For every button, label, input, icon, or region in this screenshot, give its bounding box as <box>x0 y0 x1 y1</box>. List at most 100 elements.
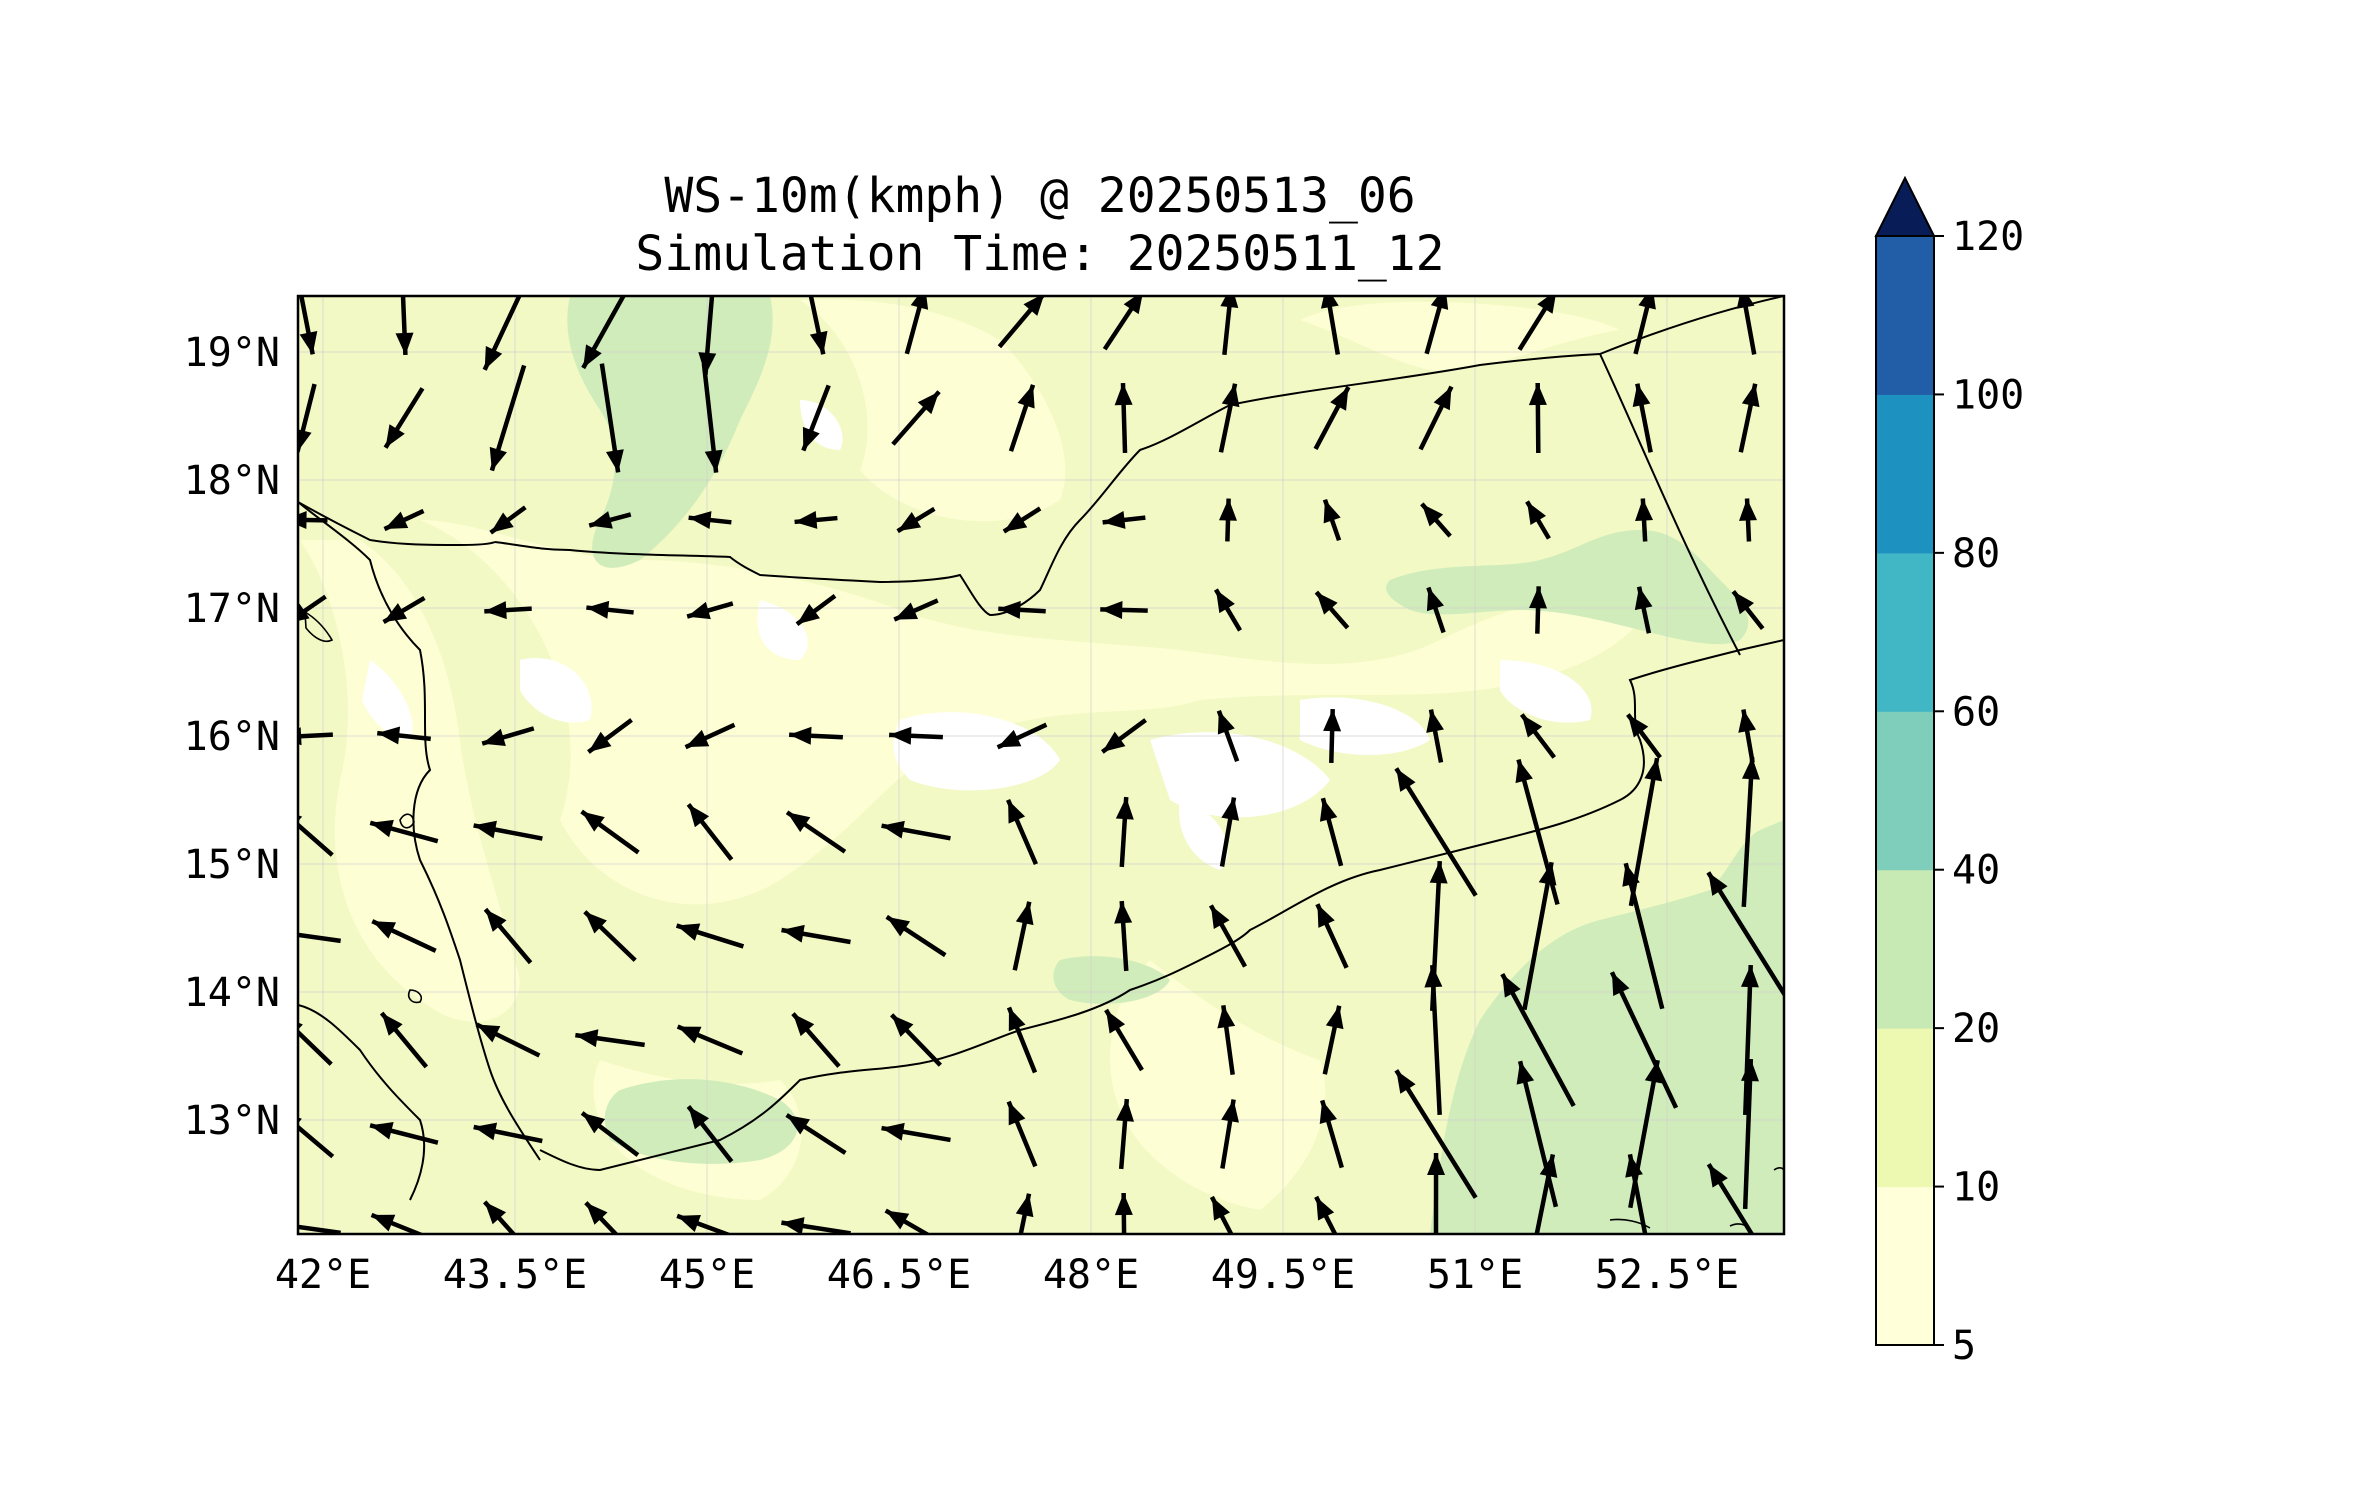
wind-arrow-head <box>1316 592 1338 615</box>
wind-arrow-head <box>1008 799 1026 824</box>
wind-arrow-head <box>1102 511 1126 529</box>
wind-arrow-head <box>885 1210 910 1230</box>
wind-arrow-head <box>582 1112 606 1134</box>
lon-tick-label: 51°E <box>1427 1252 1523 1298</box>
wind-arrow-head <box>1733 591 1754 615</box>
wind-arrow-head <box>581 811 605 832</box>
map-gridlines <box>298 296 1784 1234</box>
wind-arrow-head <box>886 916 911 937</box>
wind-arrow-head <box>271 1217 294 1235</box>
wind-arrow-shaft <box>1706 871 1784 998</box>
red-sea-coast-west <box>298 501 541 1161</box>
wind-arrow-head <box>1427 1153 1446 1176</box>
wind-arrow-head <box>676 923 701 941</box>
wind-arrow-head <box>881 820 905 839</box>
lon-tick-label: 48°E <box>1043 1252 1139 1298</box>
wind-arrow-head <box>1611 972 1630 996</box>
wind-arrow-head <box>1430 296 1449 310</box>
wind-arrow-head <box>677 1215 701 1232</box>
wind-arrow-head <box>271 925 294 943</box>
wind-arrow-head <box>1515 759 1533 784</box>
wind-arrow-head <box>787 812 811 833</box>
wind-arrow-head <box>1627 714 1649 738</box>
wind-arrow-head <box>881 1122 905 1141</box>
lat-tick-label: 13°N <box>184 1098 280 1144</box>
wind-arrow-head <box>476 1024 501 1043</box>
wind-arrow-head <box>1741 1059 1759 1082</box>
colorbar-segment <box>1876 1028 1934 1188</box>
wind-arrow-head <box>1396 1070 1416 1094</box>
wind-arrow-head <box>605 449 624 473</box>
wind-arrow-shaft <box>298 594 327 619</box>
wind-arrow-head <box>1426 587 1444 612</box>
colorbar-outline <box>1875 235 1935 1346</box>
wind-arrow-head <box>781 1217 805 1234</box>
wind-arrow-head <box>489 446 507 471</box>
wind-arrow-head <box>688 511 712 530</box>
wind-arrow-head <box>1537 296 1556 314</box>
wind-arrow-head <box>1317 904 1335 928</box>
wind-arrow-shaft <box>1743 964 1753 1116</box>
lon-tick-label: 43.5°E <box>443 1252 588 1298</box>
wind-arrow-head <box>1325 1005 1344 1030</box>
wind-arrow-head <box>1421 503 1444 527</box>
colorbar-tick-label: 80 <box>1952 531 2000 577</box>
wind-arrow-head <box>1539 1154 1558 1178</box>
wind-arrow-shaft <box>1394 767 1478 897</box>
wind-arrow-head <box>698 352 717 375</box>
wind-arrow-head <box>1708 1164 1728 1188</box>
map-subtitle: Simulation Time: 20250511_12 <box>635 226 1444 282</box>
wind-arrow-shaft <box>1522 861 1554 1011</box>
wind-arrow-head <box>395 332 414 355</box>
wind-arrow-head <box>891 1014 914 1037</box>
wind-arrow-head <box>1635 498 1654 521</box>
lon-tick-label: 52.5°E <box>1595 1252 1740 1298</box>
lon-tick-label: 42°E <box>275 1252 371 1298</box>
wind-arrow-head <box>381 1013 403 1036</box>
wind-arrow-head <box>1424 965 1443 988</box>
wind-arrow-head <box>1218 498 1237 521</box>
wind-arrow-head <box>484 346 503 370</box>
wind-arrow-head <box>1221 383 1240 408</box>
colorbar-extend-arrow <box>1874 175 1936 237</box>
wind-arrow-head <box>687 601 711 620</box>
colorbar-tick-label: 60 <box>1952 689 2000 735</box>
wind-arrow-head <box>385 424 405 448</box>
wind-arrow-head <box>1738 709 1757 733</box>
wind-arrow-head <box>792 1013 815 1037</box>
wind-arrow-head <box>485 909 507 932</box>
colorbar-tick-label: 20 <box>1952 1006 2000 1052</box>
map-frame <box>296 294 1786 1236</box>
colorbar-segment <box>1876 711 1934 871</box>
wind-arrow-head <box>789 726 812 745</box>
wind-arrow-head <box>1516 1061 1535 1085</box>
colorbar-tick-label: 40 <box>1952 848 2000 894</box>
wind-arrow-head <box>1217 710 1235 735</box>
wind-arrow-head <box>575 1029 599 1048</box>
wind-arrow-head <box>1740 965 1759 988</box>
wind-arrow-head <box>1502 974 1521 998</box>
wind-arrow-head <box>997 729 1022 748</box>
wind-arrow-head <box>1008 1101 1026 1126</box>
wind-arrow-shaft <box>1517 1060 1559 1208</box>
wind-arrow-head <box>1741 757 1760 780</box>
wind-arrow-head <box>1008 1007 1026 1032</box>
wind-arrow-head <box>473 1122 498 1141</box>
wind-arrow-head <box>1116 1099 1135 1122</box>
wind-arrow-head <box>1644 1060 1663 1084</box>
wind-arrow-head <box>677 1026 702 1044</box>
wind-arrow-shaft <box>1609 971 1679 1109</box>
wind-arrow-shaft <box>298 821 334 857</box>
wind-arrow-head <box>1323 709 1342 732</box>
wind-arrow-head <box>589 511 613 529</box>
wind-arrow-head <box>1319 798 1338 822</box>
wind-arrow-head <box>484 1201 507 1225</box>
wind-speed-calm-patches <box>362 400 1592 870</box>
wind-arrow-head <box>370 1122 394 1140</box>
wind-arrow-head <box>384 511 409 530</box>
wind-arrow-shaft <box>298 732 333 739</box>
lon-tick-label: 49.5°E <box>1211 1252 1356 1298</box>
wind-arrow-head <box>1023 296 1044 316</box>
wind-arrow-head <box>889 726 912 745</box>
wind-arrow-head <box>1521 714 1543 738</box>
